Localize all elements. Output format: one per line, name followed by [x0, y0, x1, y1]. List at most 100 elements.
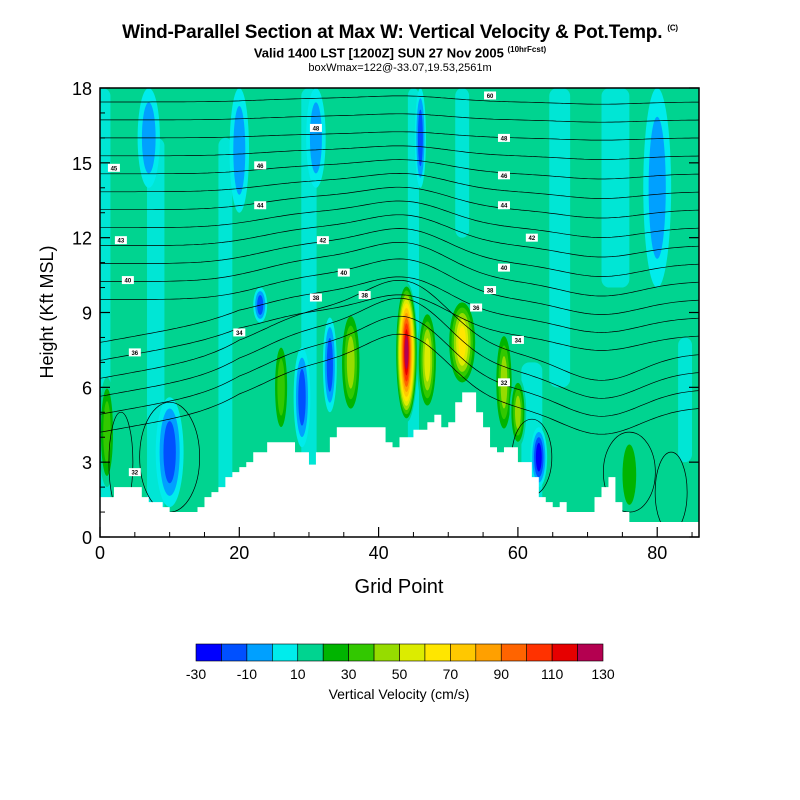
- y-tick-label: 12: [72, 229, 92, 249]
- theta-label-text: 42: [320, 239, 327, 245]
- theta-label-22: 32: [128, 468, 141, 477]
- colorbar-swatch: [526, 643, 553, 662]
- vv-cell-9-2: [298, 369, 306, 426]
- colorbar-swatch: [195, 643, 222, 662]
- chart-title-tag: (C): [667, 23, 678, 33]
- colorbar-swatch: [297, 643, 324, 662]
- theta-label-text: 34: [236, 331, 243, 337]
- vv-cell-6-3: [514, 395, 521, 429]
- colorbar-tick-label: 10: [290, 666, 306, 682]
- colorbar-tick-label: 30: [341, 666, 357, 682]
- colorbar-swatch: [399, 643, 426, 662]
- theta-contour-1: [100, 315, 699, 417]
- theta-label-text: 44: [257, 204, 264, 210]
- theta-contour-2: [100, 297, 699, 399]
- theta-label-bg: [121, 276, 134, 285]
- vv-cell-11-3: [535, 442, 542, 472]
- theta-label-bg: [497, 171, 510, 180]
- colorbar-swatch: [348, 643, 375, 662]
- theta-contour-5: [100, 276, 699, 343]
- theta-contour-16: [100, 113, 699, 123]
- theta-label-text: 48: [501, 136, 508, 142]
- colorbar-swatch: [450, 643, 477, 662]
- vv-cell-7-2: [103, 401, 111, 464]
- theta-label-bg: [497, 133, 510, 142]
- colorbar-tick-label: 50: [392, 666, 408, 682]
- vv-cell-16-1: [309, 102, 322, 174]
- theta-label-bg: [497, 263, 510, 272]
- potential-temperature-contours: 60 48 48 46 46 45 44 44 42 43 42 40 40 40 38 38 38 36 34 34…: [100, 91, 699, 533]
- theta-label-7: 44: [497, 201, 510, 210]
- theta-label-20: 36: [128, 348, 141, 357]
- theta-label-bg: [233, 328, 246, 337]
- vv-region-5: [455, 88, 470, 238]
- theta-label-text: 45: [111, 166, 118, 172]
- theta-label-text: 34: [515, 338, 522, 344]
- theta-label-13: 40: [497, 263, 510, 272]
- theta-label-0: 60: [484, 91, 497, 100]
- theta-contour-13: [100, 159, 699, 180]
- box-info-text: boxWmax=122@-33.07,19.53,2561m: [308, 62, 492, 74]
- theta-label-10: 42: [316, 236, 329, 245]
- colorbar-swatch: [272, 643, 299, 662]
- vv-cell-19-0: [190, 112, 205, 238]
- theta-label-bg: [484, 286, 497, 295]
- theta-contour-11: [100, 186, 699, 219]
- valid-time-text: Valid 1400 LST [1200Z] SUN 27 Nov 2005: [253, 45, 504, 61]
- theta-label-5: 45: [107, 163, 120, 172]
- theta-label-bg: [107, 163, 120, 172]
- theta-label-bg: [254, 201, 267, 210]
- colorbar-swatch: [246, 643, 273, 662]
- theta-label-15: 38: [358, 291, 371, 300]
- x-axis-label: Grid Point: [355, 576, 444, 598]
- colorbar-swatch: [424, 643, 451, 662]
- colorbar-tick-label: 130: [591, 666, 615, 682]
- colorbar-tick-label: -30: [186, 666, 206, 682]
- colorbar-swatch: [577, 643, 604, 662]
- theta-label-text: 46: [257, 164, 264, 170]
- theta-label-bg: [309, 123, 322, 132]
- theta-label-text: 38: [313, 296, 320, 302]
- colorbar-tick-label: 70: [443, 666, 459, 682]
- theta-label-text: 44: [501, 204, 508, 210]
- vv-cell-5-2: [277, 359, 285, 416]
- theta-label-11: 40: [121, 276, 134, 285]
- theta-label-bg: [254, 161, 267, 170]
- chart-subtitle: Valid 1400 LST [1200Z] SUN 27 Nov 2005 (…: [0, 45, 800, 60]
- x-tick-label: 0: [95, 543, 105, 563]
- vv-cell-1-4: [424, 338, 431, 382]
- x-tick-label: 80: [647, 543, 667, 563]
- colorbar-swatch: [551, 643, 578, 662]
- terrain-fill: [100, 392, 699, 539]
- theta-label-12: 40: [337, 268, 350, 277]
- theta-contour-3: [100, 279, 699, 381]
- vv-cell-8-2: [163, 421, 176, 484]
- theta-label-14: 38: [309, 293, 322, 302]
- theta-label-bg: [114, 236, 127, 245]
- theta-contour-15: [100, 131, 699, 141]
- vv-cell-0-11: [404, 335, 409, 369]
- y-tick-label: 6: [82, 378, 92, 398]
- theta-contour-9: [100, 214, 699, 258]
- theta-label-bg: [309, 293, 322, 302]
- theta-label-2: 48: [497, 133, 510, 142]
- theta-label-text: 40: [340, 271, 347, 277]
- colorbar: -30 -10 10 30 50 70 90 110 130: [186, 643, 615, 682]
- theta-label-6: 44: [254, 201, 267, 210]
- chart-title: Wind-Parallel Section at Max W: Vertical…: [0, 22, 800, 44]
- theta-contour-12: [100, 173, 699, 199]
- theta-label-text: 43: [118, 239, 125, 245]
- colorbar-label: Vertical Velocity (cm/s): [329, 686, 470, 702]
- theta-label-text: 40: [501, 266, 508, 272]
- theta-label-bg: [358, 291, 371, 300]
- theta-label-9: 43: [114, 236, 127, 245]
- theta-label-text: 40: [125, 279, 132, 285]
- vv-cell-2-5: [458, 325, 466, 360]
- theta-label-text: 32: [501, 381, 508, 387]
- theta-label-19: 34: [511, 335, 524, 344]
- theta-label-text: 38: [487, 289, 494, 295]
- colorbar-swatch: [373, 643, 400, 662]
- colorbar-swatch: [322, 643, 349, 662]
